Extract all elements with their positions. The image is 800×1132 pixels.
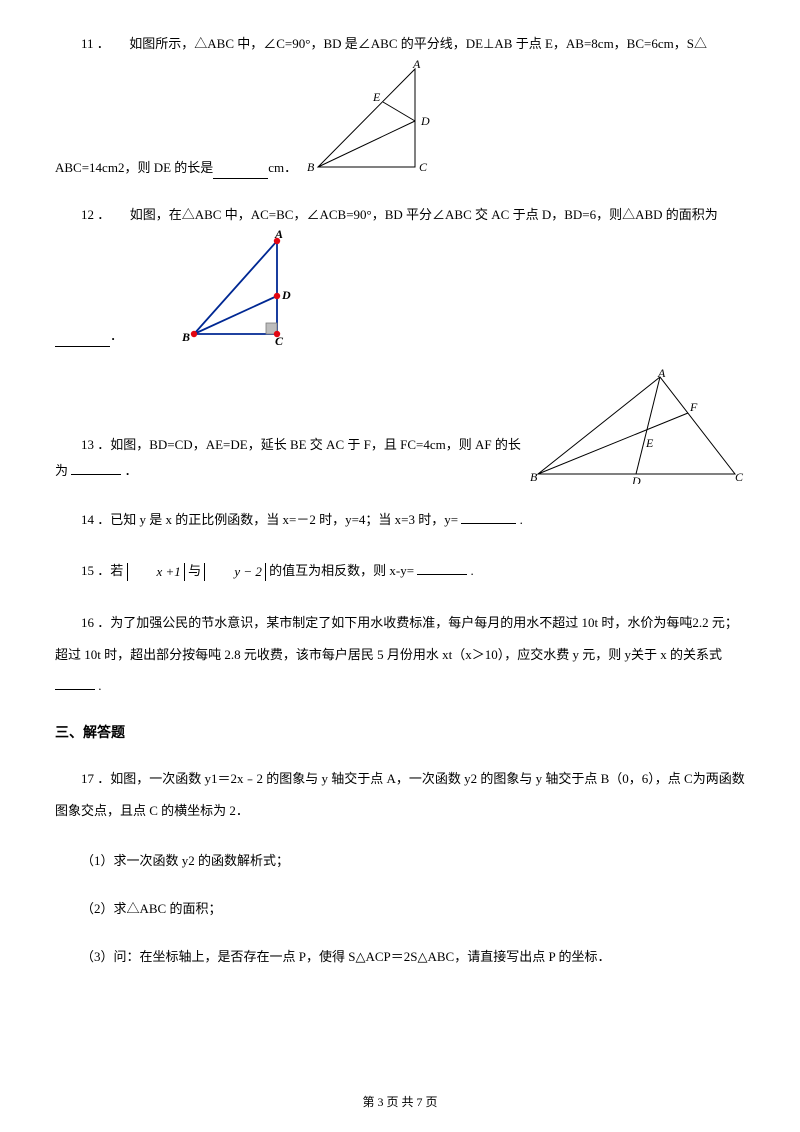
q13-tail: ． xyxy=(125,463,138,478)
q13-label-f: F xyxy=(689,400,698,414)
q12-blank xyxy=(55,334,110,347)
q11-label-d: D xyxy=(420,114,430,128)
q11-num: 11 xyxy=(81,36,94,51)
q17-part3: （3）问：在坐标轴上，是否存在一点 P，使得 S△ACP＝2S△ABC，请直接写… xyxy=(55,944,745,970)
q11-text-b: ABC=14cm2，则 DE 的长是 xyxy=(55,158,213,179)
q13-label-c: C xyxy=(735,470,744,484)
q11-unit: cm． xyxy=(268,158,297,179)
question-15: 15 ．若 x +1 与 y − 2 的值互为相反数，则 x-y= . xyxy=(55,557,745,586)
question-17: 17 ．如图，一次函数 y1＝2x﹣2 的图象与 y 轴交于点 A，一次函数 y… xyxy=(55,763,745,825)
q11-blank xyxy=(213,166,268,179)
q11-label-a: A xyxy=(412,59,421,71)
q16-tail: . xyxy=(98,678,101,693)
q15-abs2: y − 2 xyxy=(204,563,266,581)
q15-post: 的值互为相反数，则 x-y= xyxy=(269,563,414,578)
q16-text: 16 ．为了加强公民的节水意识，某市制定了如下用水收费标准，每户每月的用水不超过… xyxy=(55,615,738,661)
page-footer: 第 3 页 共 7 页 xyxy=(0,1093,800,1112)
q11-label-b: B xyxy=(307,160,315,174)
q15-tail: . xyxy=(471,563,474,578)
q15-abs1: x +1 xyxy=(127,563,185,581)
q13-label-b: B xyxy=(530,470,538,484)
q12-label-b: B xyxy=(181,330,190,344)
q12-label-a: A xyxy=(274,229,283,241)
q13-label-d: D xyxy=(631,474,641,484)
q13-label-e: E xyxy=(645,436,654,450)
question-14: 14 ．已知 y 是 x 的正比例函数，当 x=－2 时，y=4；当 x=3 时… xyxy=(55,506,745,535)
q13-figure: A B C D E F xyxy=(530,369,745,484)
q11-label-e: E xyxy=(372,90,381,104)
q12-text-b: ． xyxy=(110,326,123,347)
q17-part1: （1）求一次函数 y2 的函数解析式； xyxy=(55,848,745,874)
question-11: 11 ． 如图所示，△ABC 中，∠C=90°，BD 是∠ABC 的平分线，DE… xyxy=(55,30,745,179)
q17-text: 17 ．如图，一次函数 y1＝2x﹣2 的图象与 y 轴交于点 A，一次函数 y… xyxy=(55,771,745,817)
q14-tail: . xyxy=(520,512,523,527)
q15-mid: 与 xyxy=(188,563,201,578)
q14-text: 14 ．已知 y 是 x 的正比例函数，当 x=－2 时，y=4；当 x=3 时… xyxy=(81,512,461,527)
q12-figure: A B C D xyxy=(179,229,309,347)
q13-num: 13 xyxy=(81,437,94,452)
q11-label-c: C xyxy=(419,160,428,174)
question-13: 13 ．如图，BD=CD，AE=DE，延长 BE 交 AC 于 F，且 FC=4… xyxy=(55,369,745,484)
q12-text-a: ． 如图，在△ABC 中，AC=BC，∠ACB=90°，BD 平分∠ABC 交 … xyxy=(97,207,718,222)
question-12: 12 ． 如图，在△ABC 中，AC=BC，∠ACB=90°，BD 平分∠ABC… xyxy=(55,201,745,348)
q11-text-a: ． 如图所示，△ABC 中，∠C=90°，BD 是∠ABC 的平分线，DE⊥AB… xyxy=(97,36,707,51)
q11-figure: A B C D E xyxy=(303,59,448,179)
q14-blank xyxy=(461,511,516,524)
q12-label-c: C xyxy=(275,334,284,347)
q13-label-a: A xyxy=(657,369,666,380)
q13-blank xyxy=(71,462,121,475)
q17-part2: （2）求△ABC 的面积； xyxy=(55,896,745,922)
section-3-title: 三、解答题 xyxy=(55,723,745,745)
question-16: 16 ．为了加强公民的节水意识，某市制定了如下用水收费标准，每户每月的用水不超过… xyxy=(55,607,745,701)
q12-label-d: D xyxy=(281,288,291,302)
q12-num: 12 xyxy=(81,207,94,222)
q15-pre: 15 ．若 xyxy=(81,563,123,578)
q15-blank xyxy=(417,562,467,575)
q16-blank xyxy=(55,677,95,690)
